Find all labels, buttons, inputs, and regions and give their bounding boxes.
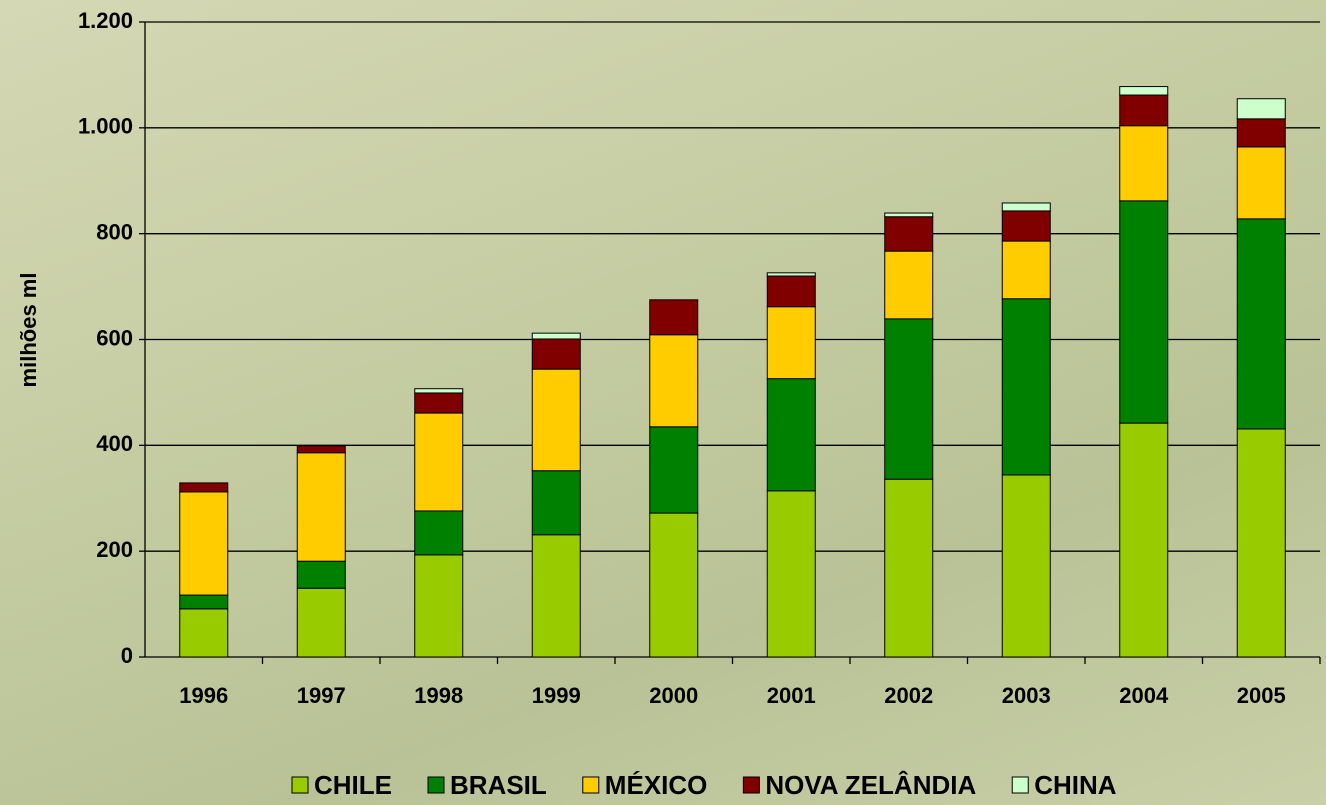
legend-label: BRASIL — [450, 770, 547, 800]
y-tick-label: 200 — [96, 537, 133, 562]
x-tick-label: 1998 — [414, 683, 463, 708]
bar-segment — [415, 413, 463, 511]
y-tick-label: 800 — [96, 219, 133, 244]
bar-segment — [415, 511, 463, 555]
bar-segment — [297, 561, 345, 588]
x-tick-label: 2000 — [649, 683, 698, 708]
y-tick-label: 600 — [96, 325, 133, 350]
bar-segment — [180, 609, 228, 657]
y-tick-label: 1.000 — [78, 114, 133, 139]
x-tick-label: 2002 — [884, 683, 933, 708]
bar-segment — [1002, 475, 1050, 657]
bar-segment — [650, 513, 698, 657]
bar-segment — [650, 300, 698, 335]
bar-segment — [767, 276, 815, 307]
legend-label: MÉXICO — [605, 770, 708, 800]
bar-segment — [650, 427, 698, 513]
legend-label: CHINA — [1034, 770, 1117, 800]
bar-segment — [1002, 211, 1050, 241]
bar-segment — [297, 588, 345, 657]
bar-segment — [180, 595, 228, 609]
legend-swatch — [583, 777, 599, 793]
bar-segment — [650, 335, 698, 427]
bar-segment — [1120, 126, 1168, 201]
bar-segment — [767, 379, 815, 491]
bar-segment — [885, 479, 933, 657]
bar-segment — [1002, 241, 1050, 299]
x-tick-label: 2005 — [1237, 683, 1286, 708]
bar-segment — [1120, 87, 1168, 95]
bar-segment — [767, 307, 815, 379]
bar-segment — [1002, 299, 1050, 475]
bar-segment — [1237, 147, 1285, 219]
y-tick-label: 400 — [96, 431, 133, 456]
legend-label: CHILE — [314, 770, 392, 800]
x-tick-label: 1996 — [179, 683, 228, 708]
legend-swatch — [428, 777, 444, 793]
bar-segment — [1237, 119, 1285, 147]
x-tick-label: 1997 — [297, 683, 346, 708]
bar-segment — [1237, 219, 1285, 429]
bar-segment — [532, 471, 580, 535]
bar-segment — [1237, 99, 1285, 119]
legend-swatch — [743, 777, 759, 793]
bar-segment — [767, 491, 815, 657]
x-tick-label: 1999 — [532, 683, 581, 708]
y-tick-label: 0 — [121, 643, 133, 668]
bar-segment — [180, 483, 228, 492]
bar-segment — [885, 251, 933, 319]
y-axis-title: milhões ml — [16, 273, 41, 388]
bar-segment — [180, 492, 228, 595]
bar-segment — [297, 446, 345, 453]
bar-segment — [885, 319, 933, 479]
bar-segment — [1237, 429, 1285, 657]
bar-segment — [767, 273, 815, 276]
bar-segment — [532, 333, 580, 339]
bar-segment — [532, 369, 580, 471]
bar-segment — [1120, 95, 1168, 126]
bar-segment — [297, 453, 345, 561]
legend-swatch — [292, 777, 308, 793]
bar-segment — [415, 555, 463, 657]
chart: milhões ml 0 200 400 600 800 1.000 1.200 1996 19… — [0, 0, 1326, 805]
bar-segment — [415, 393, 463, 413]
bar-segment — [1002, 203, 1050, 211]
x-tick-label: 2003 — [1002, 683, 1051, 708]
bar-segment — [532, 339, 580, 369]
bar-segment — [885, 213, 933, 217]
bar-segment — [1120, 201, 1168, 423]
bar-segment — [415, 389, 463, 393]
bar-segment — [532, 535, 580, 657]
y-tick-label: 1.200 — [78, 8, 133, 33]
legend-swatch — [1012, 777, 1028, 793]
bar-segment — [885, 217, 933, 251]
bar-segment — [1120, 423, 1168, 657]
x-tick-label: 2004 — [1119, 683, 1169, 708]
legend-label: NOVA ZELÂNDIA — [765, 770, 976, 800]
x-tick-label: 2001 — [767, 683, 816, 708]
